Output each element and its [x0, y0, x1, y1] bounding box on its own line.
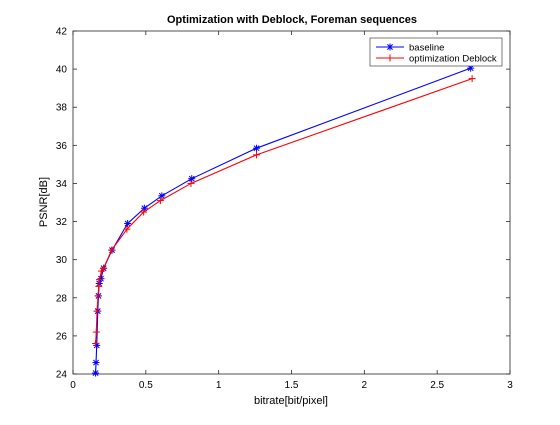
y-tick-label: 24: [56, 370, 68, 381]
data-point-baseline: [97, 275, 105, 283]
x-tick-label: 0: [70, 380, 76, 391]
y-tick-label: 30: [56, 255, 68, 266]
series-layer: [92, 64, 476, 377]
x-tick-label: 2: [362, 380, 368, 391]
y-tick-label: 42: [56, 27, 68, 38]
data-point-deblock: [253, 151, 261, 159]
y-tick-label: 26: [56, 331, 68, 342]
legend-marker-baseline: [386, 43, 394, 51]
data-point-deblock: [187, 179, 195, 187]
x-tick-label: 1: [216, 380, 222, 391]
data-point-baseline: [253, 144, 261, 152]
data-point-deblock: [100, 264, 108, 272]
data-point-deblock: [96, 276, 104, 284]
data-point-baseline: [158, 192, 166, 200]
chart-title: Optimization with Deblock, Foreman seque…: [167, 14, 417, 26]
x-axis-label: bitrate[bit/pixel]: [254, 395, 328, 407]
data-point-deblock: [95, 282, 103, 290]
data-point-deblock: [92, 328, 100, 336]
legend-label-baseline: baseline: [409, 43, 444, 54]
y-tick-label: 38: [56, 103, 68, 114]
ticks-layer: 0 0.5 1 1.5 2 2.5 3 24 26 28 30 32 34 36 38 40 42: [56, 27, 513, 392]
y-tick-label: 36: [56, 141, 68, 152]
data-point-deblock: [156, 197, 164, 205]
y-axis-label: PSNR[dB]: [38, 177, 50, 227]
data-point-deblock: [123, 225, 131, 233]
data-point-baseline: [92, 359, 100, 367]
legend-box: [369, 37, 503, 67]
x-tick-label: 2.5: [430, 380, 444, 391]
y-tick-label: 32: [56, 217, 68, 228]
x-tick-label: 0.5: [139, 380, 153, 391]
legend-marker-deblock: [386, 54, 394, 62]
series-deblock: [92, 75, 476, 348]
data-point-deblock: [93, 307, 101, 315]
data-point-baseline: [93, 341, 101, 349]
data-point-baseline: [124, 219, 132, 227]
data-point-baseline: [188, 175, 196, 183]
data-point-deblock: [92, 340, 100, 348]
y-tick-label: 40: [56, 65, 68, 76]
data-point-baseline: [140, 204, 148, 212]
data-point-deblock: [140, 208, 148, 216]
plot-area: [72, 30, 511, 375]
data-point-deblock: [108, 246, 116, 254]
data-point-deblock: [94, 292, 102, 300]
data-point-baseline: [92, 369, 100, 377]
y-tick-label: 34: [56, 179, 68, 190]
x-tick-label: 3: [507, 380, 513, 391]
y-tick-label: 28: [56, 293, 68, 304]
data-point-deblock: [468, 75, 476, 83]
legend-label-deblock: optimization Deblock: [409, 54, 497, 65]
x-tick-label: 1.5: [285, 380, 299, 391]
